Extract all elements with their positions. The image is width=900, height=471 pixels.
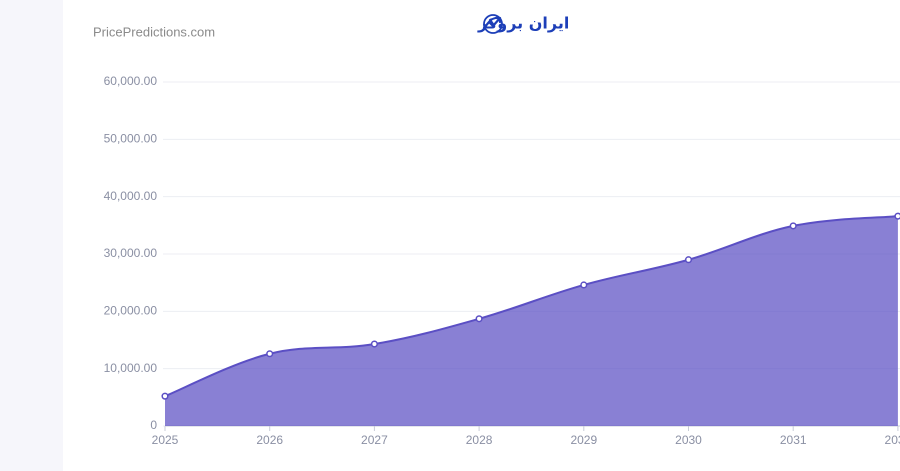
- brand-icon-ring: [483, 14, 503, 34]
- brand-logo: ایران بروکر: [477, 14, 569, 34]
- x-tick-label: 2032: [885, 433, 900, 447]
- data-point: [475, 315, 483, 323]
- y-tick-label: 20,000.00: [104, 304, 158, 318]
- area-line: [164, 215, 898, 398]
- y-tick-label: 60,000.00: [104, 74, 158, 88]
- data-point: [161, 392, 169, 400]
- data-point: [789, 222, 797, 230]
- brand-name: ایران بروکر: [477, 14, 569, 33]
- y-tick-label: 10,000.00: [104, 361, 158, 375]
- x-tick-label: 2028: [466, 433, 493, 447]
- y-tick-label: 0: [150, 418, 157, 432]
- x-tick-label: 2026: [256, 433, 283, 447]
- x-tick-label: 2030: [675, 433, 702, 447]
- y-tick-label: 40,000.00: [104, 189, 158, 203]
- x-tick-label: 2027: [361, 433, 388, 447]
- data-point: [684, 256, 693, 264]
- data-point: [370, 340, 378, 348]
- x-tick-label: 2029: [570, 433, 597, 447]
- side-panel: [0, 0, 63, 471]
- data-point: [894, 212, 900, 220]
- y-tick-label: 30,000.00: [104, 246, 158, 260]
- x-tick-label: 2025: [152, 433, 179, 447]
- data-point: [266, 350, 274, 358]
- y-tick-label: 50,000.00: [104, 132, 158, 146]
- data-point: [580, 281, 588, 289]
- area-fill: [165, 216, 898, 426]
- x-tick-label: 2031: [780, 433, 807, 447]
- source-label: PricePredictions.com: [93, 24, 215, 39]
